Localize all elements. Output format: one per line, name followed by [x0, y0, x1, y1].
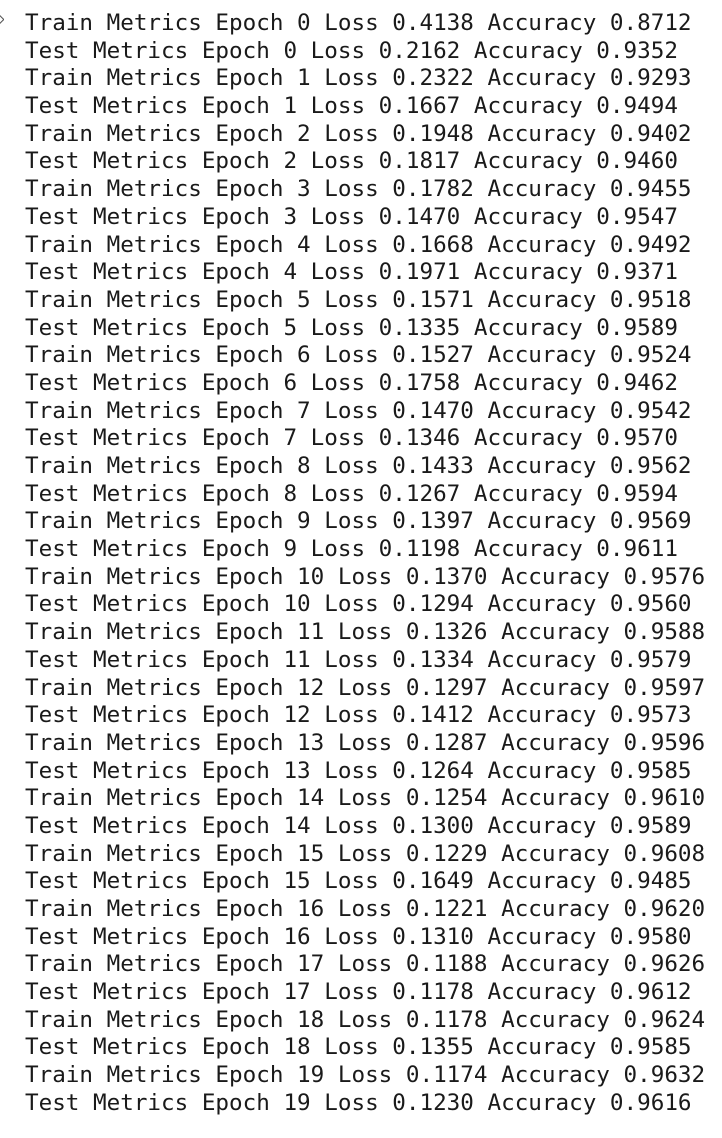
- log-line: Test Metrics Epoch 16 Loss 0.1310 Accura…: [25, 923, 692, 950]
- log-line: Test Metrics Epoch 6 Loss 0.1758 Accurac…: [25, 369, 678, 396]
- log-line: Test Metrics Epoch 8 Loss 0.1267 Accurac…: [25, 480, 678, 507]
- log-line: Train Metrics Epoch 10 Loss 0.1370 Accur…: [25, 563, 706, 590]
- log-line: Test Metrics Epoch 11 Loss 0.1334 Accura…: [25, 646, 692, 673]
- log-line: Train Metrics Epoch 0 Loss 0.4138 Accura…: [25, 10, 692, 36]
- log-line: Train Metrics Epoch 6 Loss 0.1527 Accura…: [25, 342, 692, 369]
- log-line: Train Metrics Epoch 17 Loss 0.1188 Accur…: [25, 951, 706, 978]
- log-line: Test Metrics Epoch 14 Loss 0.1300 Accura…: [25, 812, 692, 839]
- log-line: Test Metrics Epoch 0 Loss 0.2162 Accurac…: [25, 37, 678, 64]
- log-line: Train Metrics Epoch 3 Loss 0.1782 Accura…: [25, 176, 692, 203]
- log-line: Test Metrics Epoch 15 Loss 0.1649 Accura…: [25, 868, 692, 895]
- log-line: Train Metrics Epoch 15 Loss 0.1229 Accur…: [25, 840, 706, 867]
- log-line: Train Metrics Epoch 5 Loss 0.1571 Accura…: [25, 286, 692, 313]
- log-line: Train Metrics Epoch 12 Loss 0.1297 Accur…: [25, 674, 706, 701]
- log-line: Test Metrics Epoch 3 Loss 0.1470 Accurac…: [25, 203, 678, 230]
- log-line: Test Metrics Epoch 17 Loss 0.1178 Accura…: [25, 979, 692, 1006]
- log-line: Train Metrics Epoch 4 Loss 0.1668 Accura…: [25, 231, 692, 258]
- log-line: Train Metrics Epoch 1 Loss 0.2322 Accura…: [25, 65, 692, 92]
- log-line: Test Metrics Epoch 19 Loss 0.1230 Accura…: [25, 1089, 692, 1116]
- log-line: Test Metrics Epoch 5 Loss 0.1335 Accurac…: [25, 314, 678, 341]
- log-line: Train Metrics Epoch 14 Loss 0.1254 Accur…: [25, 785, 706, 812]
- log-line: Train Metrics Epoch 11 Loss 0.1326 Accur…: [25, 619, 706, 646]
- log-line: Test Metrics Epoch 4 Loss 0.1971 Accurac…: [25, 259, 678, 286]
- log-line: Train Metrics Epoch 16 Loss 0.1221 Accur…: [25, 896, 706, 922]
- log-line: Train Metrics Epoch 9 Loss 0.1397 Accura…: [25, 508, 692, 535]
- log-line: Test Metrics Epoch 12 Loss 0.1412 Accura…: [25, 702, 692, 729]
- log-line: Train Metrics Epoch 7 Loss 0.1470 Accura…: [25, 397, 692, 424]
- log-line: Test Metrics Epoch 9 Loss 0.1198 Accurac…: [25, 536, 678, 563]
- cell-output-log: Train Metrics Epoch 0 Loss 0.4138 Accura…: [0, 10, 722, 1118]
- log-line: Test Metrics Epoch 7 Loss 0.1346 Accurac…: [25, 425, 678, 452]
- log-line: Train Metrics Epoch 18 Loss 0.1178 Accur…: [25, 1006, 706, 1033]
- log-line: Train Metrics Epoch 2 Loss 0.1948 Accura…: [25, 120, 692, 147]
- log-line: Train Metrics Epoch 8 Loss 0.1433 Accura…: [25, 453, 692, 479]
- log-line: Test Metrics Epoch 13 Loss 0.1264 Accura…: [25, 757, 692, 784]
- log-line: Test Metrics Epoch 18 Loss 0.1355 Accura…: [25, 1034, 692, 1061]
- log-line: Test Metrics Epoch 2 Loss 0.1817 Accurac…: [25, 148, 678, 175]
- log-line: Train Metrics Epoch 19 Loss 0.1174 Accur…: [25, 1062, 706, 1089]
- log-line: Test Metrics Epoch 10 Loss 0.1294 Accura…: [25, 591, 692, 618]
- log-line: Train Metrics Epoch 13 Loss 0.1287 Accur…: [25, 729, 706, 756]
- log-line: Test Metrics Epoch 1 Loss 0.1667 Accurac…: [25, 93, 678, 120]
